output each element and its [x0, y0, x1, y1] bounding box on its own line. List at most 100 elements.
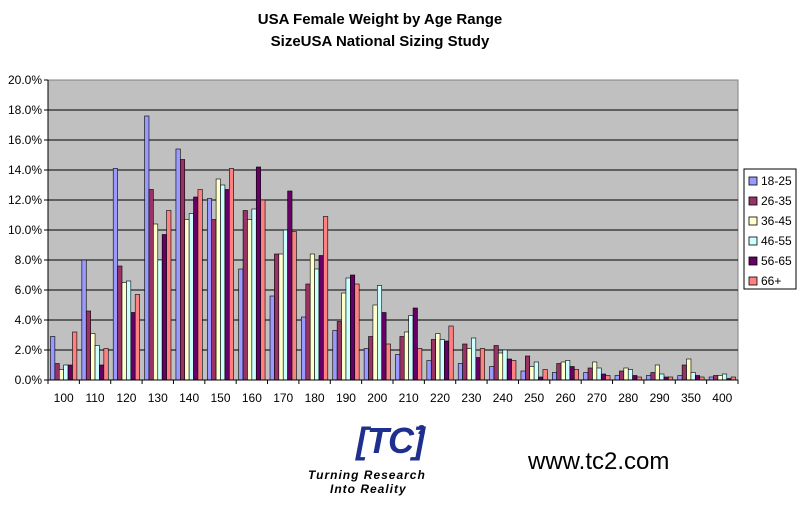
bar-36-45-190	[341, 292, 347, 381]
bar-46-55-200	[377, 285, 383, 381]
bar-18-25-100	[50, 336, 56, 381]
x-tick-label: 250	[524, 391, 544, 405]
bar-26-35-110	[85, 310, 91, 381]
bar-26-35-130	[148, 189, 154, 381]
x-tick-label: 160	[242, 391, 262, 405]
bar-66+-120	[134, 294, 140, 381]
bar-56-65-240	[506, 358, 512, 381]
bar-36-45-140	[184, 219, 190, 381]
bar-46-55-220	[439, 339, 445, 381]
x-tick-label: 150	[210, 391, 230, 405]
bar-66+-100	[72, 331, 78, 381]
chart-subtitle: SizeUSA National Sizing Study	[271, 33, 490, 50]
bar-18-25-180	[301, 316, 307, 381]
bar-56-65-170	[287, 190, 293, 381]
bar-18-25-230	[457, 363, 463, 381]
legend-box	[743, 168, 797, 290]
bar-56-65-350	[695, 375, 701, 381]
bar-18-25-250	[520, 370, 526, 381]
bar-36-45-230	[466, 348, 472, 381]
bar-18-25-160	[238, 268, 244, 381]
bar-36-45-260	[560, 361, 566, 381]
bar-66+-240	[511, 360, 517, 381]
bar-56-65-190	[350, 274, 356, 381]
bar-36-45-280	[623, 367, 629, 381]
bar-56-65-200	[381, 312, 387, 381]
bar-56-65-270	[600, 373, 606, 381]
bar-66+-230	[479, 348, 485, 381]
bar-46-55-140	[188, 213, 194, 381]
bar-18-25-150	[207, 198, 213, 381]
x-tick-label: 350	[681, 391, 701, 405]
y-tick-label: 8.0%	[15, 253, 43, 267]
legend-swatch-18-25	[748, 176, 758, 186]
bar-36-45-400	[717, 375, 723, 381]
bar-66+-160	[260, 199, 266, 381]
bar-56-65-230	[475, 357, 481, 381]
bar-18-25-260	[551, 372, 557, 381]
y-tick-label: 10.0%	[8, 223, 42, 237]
bar-46-55-350	[690, 372, 696, 381]
x-tick-label: 180	[305, 391, 325, 405]
bar-36-45-290	[654, 364, 660, 381]
x-tick-label: 130	[148, 391, 168, 405]
bar-36-45-350	[686, 358, 692, 381]
bar-26-35-240	[493, 345, 499, 381]
website-url: www.tc2.com	[528, 448, 670, 475]
bar-36-45-210	[403, 331, 409, 381]
bar-66+-170	[291, 231, 297, 381]
bar-18-25-210	[395, 354, 401, 381]
bar-18-25-200	[363, 348, 369, 381]
legend-swatch-56-65	[748, 256, 758, 266]
x-tick-label: 140	[179, 391, 199, 405]
x-tick-label: 240	[493, 391, 513, 405]
footer: [TC] 2 Turning Research Into Reality www…	[0, 410, 800, 524]
bar-26-35-210	[399, 336, 405, 381]
bar-46-55-160	[251, 208, 257, 381]
legend-label-56-65: 56-65	[761, 254, 792, 268]
bar-56-65-150	[224, 189, 230, 381]
bar-36-45-130	[153, 223, 159, 381]
bar-56-65-180	[318, 255, 324, 381]
bar-46-55-130	[157, 259, 163, 381]
bar-26-35-100	[54, 363, 60, 381]
bar-36-45-100	[58, 369, 64, 381]
bar-36-45-270	[592, 361, 598, 381]
bar-56-65-220	[444, 340, 450, 381]
bar-46-55-110	[94, 345, 100, 381]
bar-26-35-190	[336, 321, 342, 381]
bar-26-35-150	[211, 219, 217, 381]
bar-26-35-230	[462, 343, 468, 381]
bar-36-45-150	[215, 178, 221, 381]
legend-label-26-35: 26-35	[761, 194, 792, 208]
bar-46-55-180	[314, 268, 320, 381]
bar-18-25-220	[426, 360, 432, 381]
bar-36-45-240	[498, 352, 504, 381]
x-tick-label: 270	[587, 391, 607, 405]
bar-18-25-270	[583, 372, 589, 381]
bar-46-55-170	[282, 229, 288, 381]
bars	[50, 115, 736, 381]
x-tick-label: 290	[650, 391, 670, 405]
bar-56-65-120	[130, 312, 136, 381]
weight-bar-chart: USA Female Weight by Age Range SizeUSA N…	[8, 11, 797, 405]
bar-46-55-150	[220, 184, 226, 381]
y-tick-label: 20.0%	[8, 73, 42, 87]
tagline-line2: Into Reality	[330, 482, 407, 496]
bar-66+-250	[542, 369, 548, 381]
y-tick-label: 4.0%	[15, 313, 43, 327]
bar-36-45-220	[435, 333, 441, 381]
bar-18-25-140	[175, 148, 181, 381]
bar-66+-190	[354, 283, 360, 381]
y-tick-label: 0.0%	[15, 373, 43, 387]
bar-36-45-170	[278, 253, 284, 381]
bar-26-35-400	[713, 375, 719, 381]
legend: 18-25 26-35 36-45 46-55 56-65 66+	[748, 174, 792, 288]
bar-18-25-280	[614, 375, 620, 381]
bar-36-45-180	[309, 253, 315, 381]
bar-26-35-170	[274, 253, 280, 381]
logo-superscript: 2	[418, 422, 426, 437]
bar-36-45-200	[372, 304, 378, 381]
bar-46-55-270	[596, 367, 602, 381]
bar-66+-140	[197, 189, 203, 381]
